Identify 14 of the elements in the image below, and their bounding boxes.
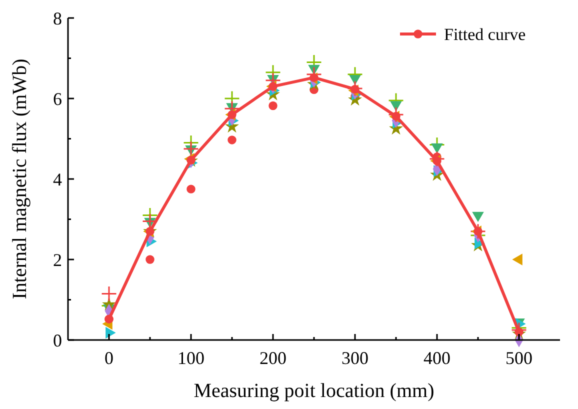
legend-label: Fitted curve [444,24,526,44]
x-tick-label: 0 [104,348,114,368]
y-tick-label: 6 [53,88,62,109]
y-tick-label: 2 [53,250,62,270]
x-tick-label: 300 [342,348,368,368]
y-tick-label: 4 [53,169,62,190]
y-tick-label: 0 [53,330,62,350]
y-tick-label: 8 [53,8,62,28]
x-tick-label: 100 [178,348,204,368]
y-axis-title: Internal magnetic flux (mWb) [9,58,31,300]
x-tick-label: 200 [260,348,286,368]
x-tick-label: 500 [506,348,532,368]
x-tick-label: 400 [424,348,450,368]
x-axis-title: Measuring poit location (mm) [194,380,434,402]
